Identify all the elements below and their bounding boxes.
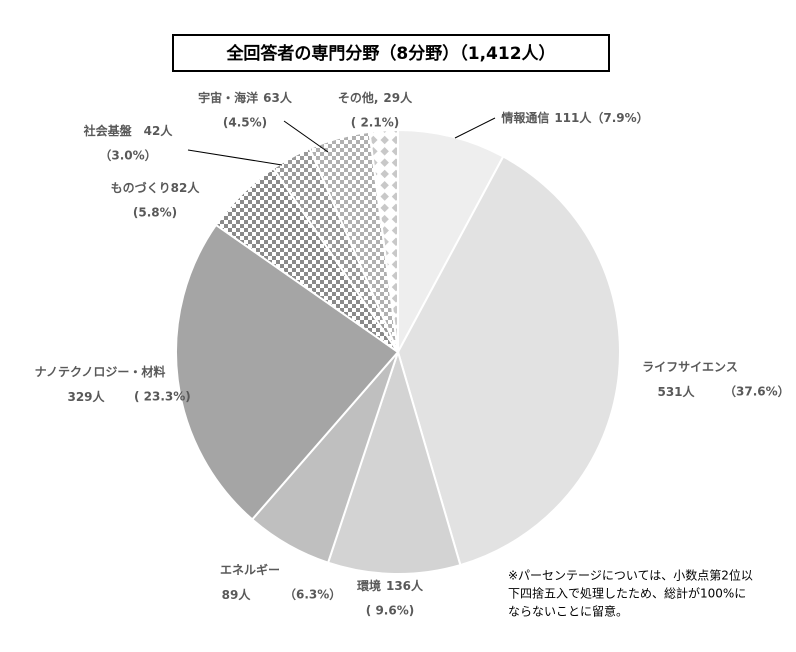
category-label: 環境 xyxy=(357,578,381,593)
value-label: 63人 xyxy=(263,90,293,105)
percent-label: ( 9.6%) xyxy=(366,604,414,618)
note: ※パーセンテージについては、小数点第2位以 xyxy=(508,568,753,583)
pie-slice xyxy=(396,155,621,567)
data-label: ライフサイエンス xyxy=(642,360,738,374)
percent-label: （3.0%） xyxy=(99,148,156,163)
category-label: 宇宙・海洋 xyxy=(198,90,258,105)
data-label: 89人 xyxy=(222,587,252,602)
data-label: 宇宙・海洋 63人 xyxy=(198,90,293,105)
category-label: 社会基盤 xyxy=(83,123,133,138)
pie-slice xyxy=(397,128,505,353)
leader-line xyxy=(283,120,329,153)
percent-label: （7.9%） xyxy=(591,110,648,125)
leader-line xyxy=(187,149,283,166)
title-box xyxy=(172,34,610,72)
value-label: 82人 xyxy=(171,180,201,195)
percent-label: (4.5%) xyxy=(223,116,267,130)
data-label: 情報通信 111人（7.9%） xyxy=(501,110,648,125)
value-label: 136人 xyxy=(386,578,424,593)
category-label: エネルギー xyxy=(220,562,280,577)
pie-slice xyxy=(175,223,400,521)
data-label: 531人 xyxy=(657,384,695,399)
category-label: ナノテクノロジー・材料 xyxy=(35,364,166,379)
value-label: 531人 xyxy=(657,384,695,399)
value-label: 29人 xyxy=(383,90,413,105)
category-label: 情報通信 xyxy=(501,110,549,125)
data-label: ナノテクノロジー・材料 xyxy=(35,364,166,379)
percent-label: ( 2.1%) xyxy=(351,116,399,130)
category-label: その他, xyxy=(338,90,379,105)
data-label: エネルギー xyxy=(220,562,280,577)
value-label: 111人 xyxy=(554,110,592,125)
value-label: 42人 xyxy=(144,123,174,138)
percent-label: （6.3%） xyxy=(284,587,341,602)
chart-title: 全回答者の専門分野（8分野）（1,412人） xyxy=(225,43,555,64)
data-label: ものづくり82人 xyxy=(111,180,201,195)
leader-line xyxy=(454,117,496,139)
data-label: 社会基盤 42人 xyxy=(83,123,174,138)
value-label: 329人 xyxy=(67,389,105,404)
pie-slice xyxy=(326,348,462,575)
data-label: 329人 xyxy=(67,389,105,404)
category-label: ものづくり xyxy=(111,180,171,195)
note: ならないことに留意。 xyxy=(508,604,628,619)
category-label: ライフサイエンス xyxy=(642,360,738,374)
value-label: 89人 xyxy=(222,587,252,602)
percent-label: (5.8%) xyxy=(133,206,177,220)
data-label: 環境 136人 xyxy=(357,578,424,593)
percent-label: ( 23.3%) xyxy=(134,390,191,404)
note: 下四捨五入で処理したため、総計が100%に xyxy=(508,586,746,601)
percent-label: （37.6%） xyxy=(724,384,790,399)
data-label: その他, 29人 xyxy=(338,90,413,105)
pie-slice xyxy=(368,128,399,353)
